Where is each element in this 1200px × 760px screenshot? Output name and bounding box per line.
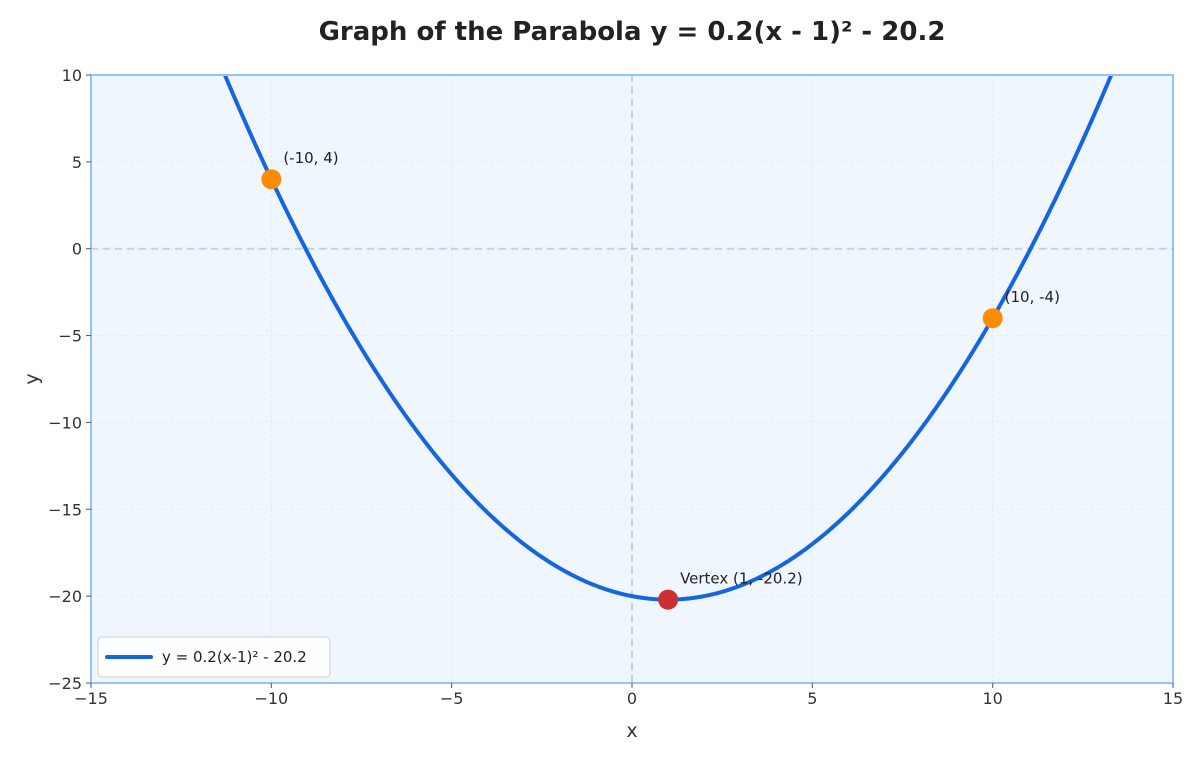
y-tick-label: −20 xyxy=(48,587,82,606)
y-tick-label: −5 xyxy=(58,327,82,346)
x-tick-label: 0 xyxy=(627,689,637,708)
data-point xyxy=(261,169,282,190)
legend: y = 0.2(x-1)² - 20.2 xyxy=(97,636,331,678)
y-tick-label: 0 xyxy=(72,240,82,259)
x-tick-label: 10 xyxy=(982,689,1002,708)
data-point xyxy=(982,308,1003,329)
x-axis-label: x xyxy=(626,720,637,742)
x-tick-label: 15 xyxy=(1163,689,1183,708)
y-tick-label: −10 xyxy=(48,413,82,432)
y-axis-label: y xyxy=(21,373,43,384)
legend-label: y = 0.2(x-1)² - 20.2 xyxy=(162,648,307,666)
x-tick-label: −15 xyxy=(74,689,108,708)
point-annotation: (10, -4) xyxy=(1005,288,1060,306)
point-annotation: (-10, 4) xyxy=(283,149,338,167)
x-tick-label: −10 xyxy=(254,689,288,708)
x-tick-label: −5 xyxy=(440,689,464,708)
plot-area: (-10, 4) (10, -4) Vertex (1, -20.2) −15 −10 −… xyxy=(48,66,1183,708)
y-tick-label: −25 xyxy=(48,674,82,693)
y-tick-label: −15 xyxy=(48,500,82,519)
x-tick-label: 5 xyxy=(807,689,817,708)
y-tick-label: 5 xyxy=(72,153,82,172)
data-point xyxy=(658,589,679,610)
chart-title: Graph of the Parabola y = 0.2(x - 1)² - … xyxy=(319,17,946,47)
legend-box xyxy=(97,636,331,678)
y-tick-label: 10 xyxy=(62,66,82,85)
point-annotation: Vertex (1, -20.2) xyxy=(680,570,803,588)
